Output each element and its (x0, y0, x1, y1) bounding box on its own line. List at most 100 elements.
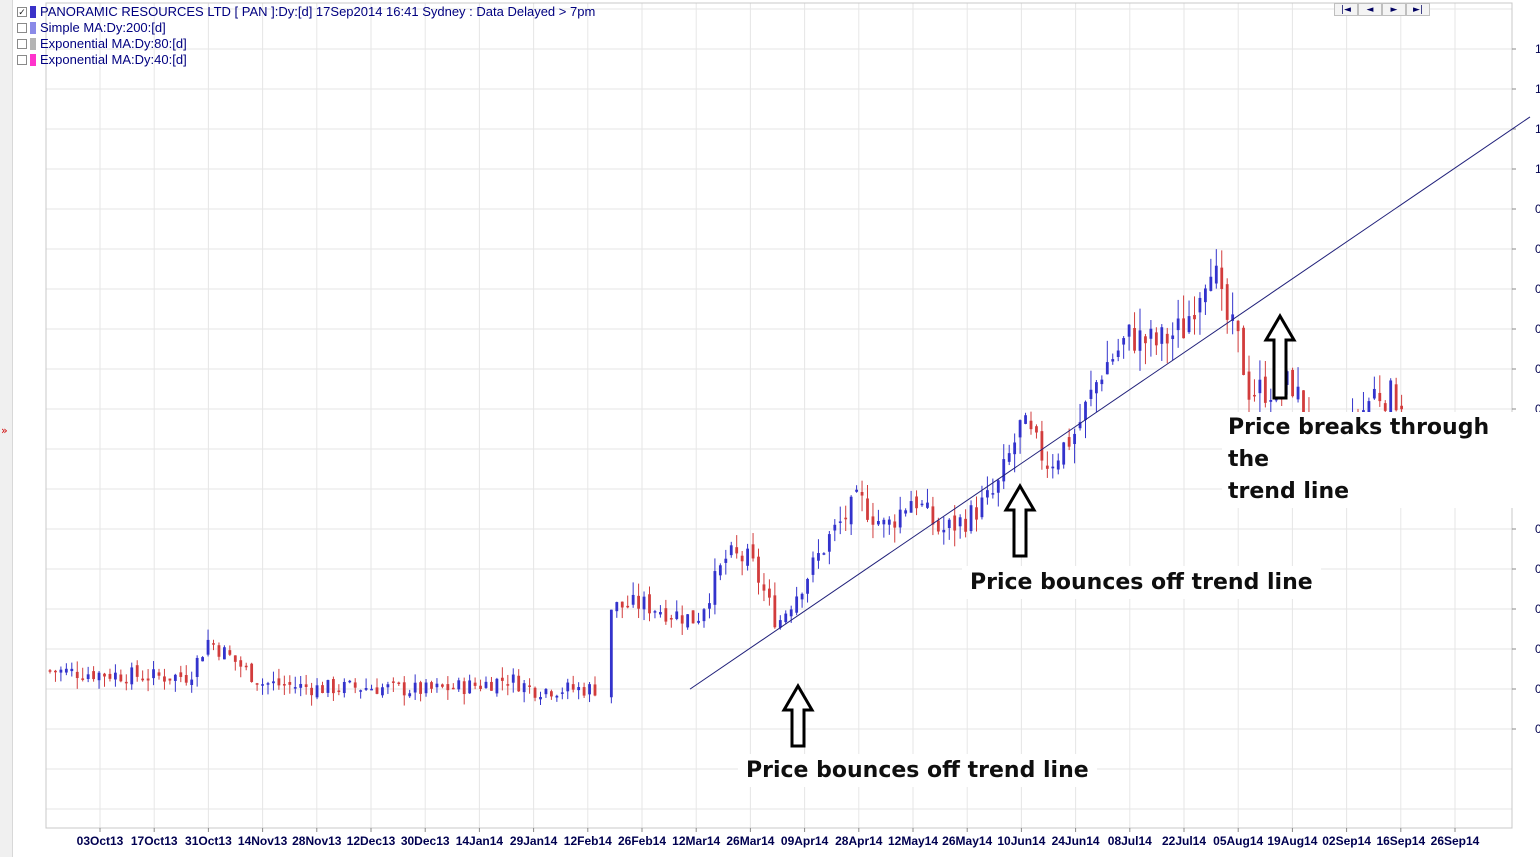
candle-body (1176, 318, 1180, 331)
candle-body (1258, 379, 1262, 394)
candle-body (757, 556, 760, 583)
candle-body (746, 548, 749, 566)
candle-body (1214, 265, 1218, 284)
prev-icon[interactable]: ◄ (1358, 3, 1382, 16)
candle-body (59, 669, 63, 673)
candle-body (729, 545, 733, 556)
candle-body (1013, 442, 1017, 455)
annotation-arrows (781, 313, 1297, 748)
x-tick-label: 26May14 (942, 834, 992, 848)
candle-body (1154, 332, 1158, 346)
candle-body (48, 670, 52, 672)
candle-body (1253, 394, 1256, 397)
candle-body (778, 620, 782, 628)
candle-body (86, 674, 90, 680)
x-tick-label: 19Aug14 (1267, 834, 1317, 848)
candle-body (811, 557, 815, 575)
legend-item-price[interactable]: ✓ PANORAMIC RESOURCES LTD [ PAN ]:Dy:[d]… (16, 4, 595, 20)
candle-body (653, 611, 657, 613)
candle-body (1204, 288, 1207, 303)
legend-item-ema80[interactable]: Exponential MA:Dy:80:[d] (16, 36, 595, 52)
candle-body (457, 680, 461, 690)
candle-body (768, 588, 771, 598)
candle-body (413, 682, 417, 693)
candle-body (119, 674, 123, 682)
legend-checkbox-sma200[interactable] (17, 23, 27, 33)
candle-body (353, 682, 357, 688)
candle-body (615, 602, 619, 612)
candle-body (168, 678, 172, 681)
candle-body (108, 673, 112, 679)
candle-body (446, 684, 450, 691)
x-tick-label: 24Jun14 (1052, 834, 1100, 848)
candle-body (1144, 336, 1147, 344)
first-page-icon[interactable]: |◄ (1334, 3, 1358, 16)
candle-body (855, 489, 858, 492)
legend-checkbox-price[interactable]: ✓ (17, 6, 27, 17)
x-tick-label: 12May14 (888, 834, 938, 848)
y-tick-label: 0 (1535, 282, 1540, 296)
candle-body (310, 687, 313, 696)
candle-body (1138, 330, 1142, 351)
candle-body (1160, 327, 1164, 344)
legend-item-ema40[interactable]: Exponential MA:Dy:40:[d] (16, 52, 595, 68)
candle-body (359, 690, 363, 692)
candle-body (484, 681, 488, 688)
next-icon[interactable]: ► (1382, 3, 1406, 16)
candle-body (642, 596, 646, 610)
candle-body (522, 683, 526, 693)
candle-body (201, 657, 204, 662)
arrow-up-icon (1263, 313, 1297, 400)
candle-body (114, 672, 117, 680)
last-page-icon[interactable]: ►| (1406, 3, 1430, 16)
candle-body (844, 517, 848, 520)
candle-body (996, 480, 1000, 493)
candle-body (1035, 426, 1038, 433)
legend-label-ema80: Exponential MA:Dy:80:[d] (40, 36, 187, 51)
candle-body (669, 618, 673, 620)
candle-body (179, 672, 183, 677)
chart-legend: ✓ PANORAMIC RESOURCES LTD [ PAN ]:Dy:[d]… (16, 4, 595, 68)
candle-body (130, 667, 134, 685)
candle-body (386, 684, 390, 688)
legend-checkbox-ema40[interactable] (17, 55, 27, 65)
candle-body (146, 678, 150, 681)
candle-body (124, 681, 128, 684)
candle-body (364, 688, 368, 690)
candle-body (288, 682, 292, 685)
legend-checkbox-ema80[interactable] (17, 39, 27, 49)
candle-body (1165, 333, 1169, 344)
candle-body (304, 684, 308, 688)
x-tick-label: 03Oct13 (77, 834, 124, 848)
candle-body (451, 687, 455, 690)
candle-body (255, 683, 259, 685)
legend-label-sma200: Simple MA:Dy:200:[d] (40, 20, 166, 35)
candle-body (550, 691, 553, 697)
y-tick-label: 1 (1535, 162, 1540, 176)
legend-swatch-price (30, 6, 36, 18)
x-tick-label: 09Apr14 (781, 834, 829, 848)
x-tick-label: 31Oct13 (185, 834, 232, 848)
y-tick-label: 0 (1535, 402, 1540, 416)
candle-body (1231, 314, 1235, 321)
expand-panel-icon[interactable]: » (1, 424, 8, 437)
candle-body (282, 684, 286, 686)
y-tick-label: 0 (1535, 562, 1540, 576)
x-tick-label: 14Nov13 (238, 834, 288, 848)
y-tick-label: 0 (1535, 722, 1540, 736)
candle-body (1389, 380, 1393, 414)
candle-body (424, 682, 428, 694)
legend-item-sma200[interactable]: Simple MA:Dy:200:[d] (16, 20, 595, 36)
candle-body (860, 491, 864, 496)
candle-body (1372, 388, 1376, 399)
legend-swatch-sma200 (30, 22, 36, 34)
candle-body (1220, 267, 1224, 290)
candle-body (588, 684, 591, 695)
candle-body (103, 673, 106, 677)
x-tick-label: 14Jan14 (456, 834, 504, 848)
candle-body (964, 518, 967, 532)
candle-body (833, 524, 837, 531)
candle-body (54, 670, 57, 673)
candle-body (1116, 350, 1120, 357)
